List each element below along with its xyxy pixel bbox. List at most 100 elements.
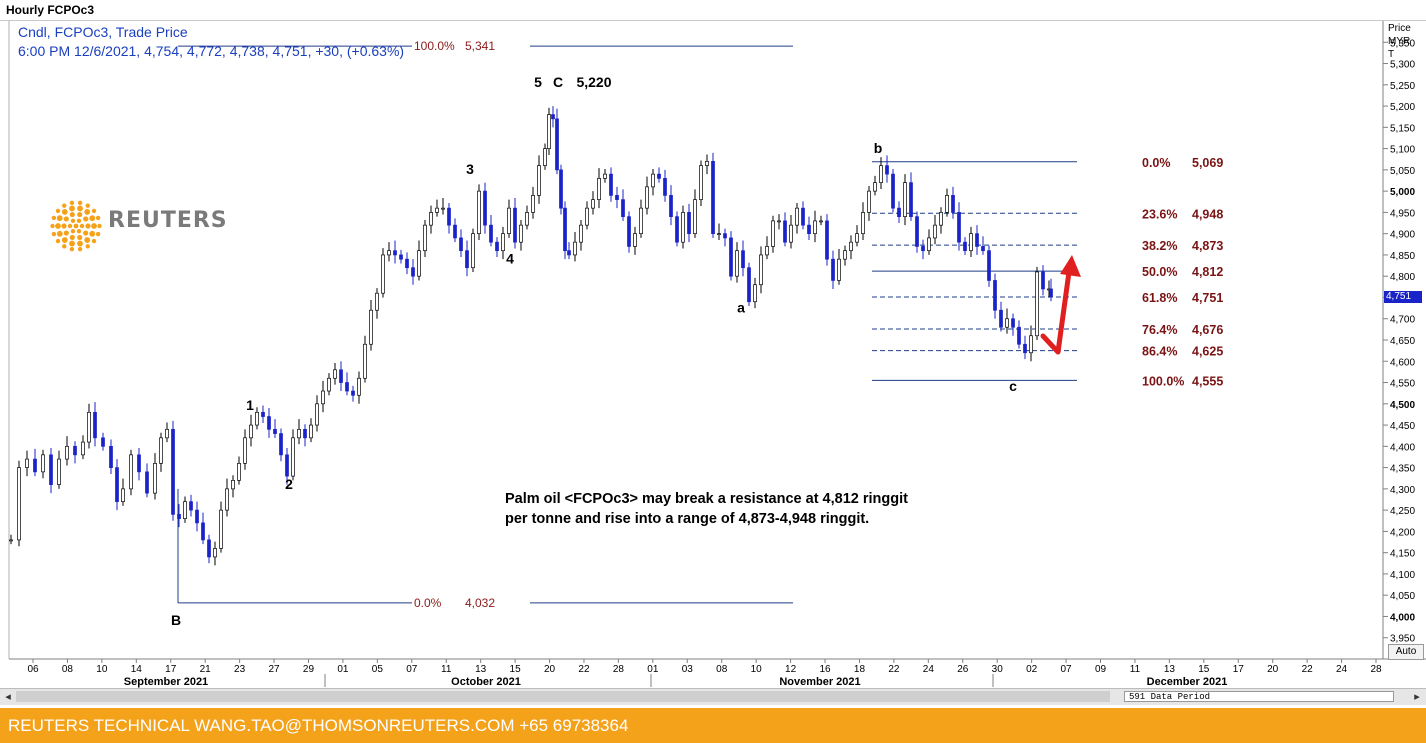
logo-dot bbox=[85, 223, 91, 229]
y-tick-label: 5,300 bbox=[1390, 60, 1415, 71]
candle-body bbox=[1035, 271, 1039, 337]
candle-body bbox=[213, 548, 217, 558]
candle-body bbox=[879, 165, 883, 183]
logo-dot bbox=[61, 237, 68, 243]
candle-body bbox=[621, 199, 625, 218]
candle-body bbox=[273, 428, 277, 434]
candle-body bbox=[249, 424, 253, 439]
candle-body bbox=[507, 207, 511, 235]
candle-body bbox=[145, 471, 149, 494]
candle-body bbox=[547, 114, 551, 149]
y-tick-label: 4,000 bbox=[1390, 612, 1415, 623]
candle-body bbox=[843, 250, 847, 260]
candle-body bbox=[885, 165, 889, 175]
candle-body bbox=[573, 241, 577, 256]
candle-body bbox=[753, 284, 757, 303]
candle-body bbox=[861, 212, 865, 235]
x-tick-label: 24 bbox=[923, 664, 935, 675]
x-tick-label: 22 bbox=[578, 664, 590, 675]
scroll-left-icon[interactable]: ◂ bbox=[5, 691, 11, 703]
x-tick-label: 26 bbox=[957, 664, 969, 675]
candle-body bbox=[525, 212, 529, 226]
auto-scale-button[interactable]: Auto bbox=[1388, 644, 1424, 660]
candle-body bbox=[177, 514, 181, 519]
scrollbar-thumb[interactable] bbox=[16, 691, 1110, 702]
x-tick-label: 15 bbox=[510, 664, 522, 675]
y-tick-label: 5,100 bbox=[1390, 145, 1415, 156]
candle-body bbox=[405, 258, 409, 269]
candle-body bbox=[585, 207, 589, 226]
candle-body bbox=[663, 178, 667, 196]
wave-label: 1 bbox=[246, 397, 254, 413]
candle-body bbox=[765, 246, 769, 256]
y-tick-label: 3,950 bbox=[1390, 634, 1415, 645]
candle-body bbox=[285, 454, 289, 477]
candle-body bbox=[559, 169, 563, 209]
y-tick-label: 4,650 bbox=[1390, 336, 1415, 347]
fib-major-label-bg bbox=[412, 39, 530, 54]
candle-body bbox=[819, 220, 823, 223]
red-arrow-icon bbox=[1040, 269, 1072, 355]
candle-body bbox=[987, 250, 991, 281]
fib-minor-value: 4,873 bbox=[1192, 239, 1223, 253]
x-tick-label: 24 bbox=[1336, 664, 1348, 675]
x-month-label: September 2021 bbox=[124, 676, 208, 688]
candle-body bbox=[609, 173, 613, 196]
candle-body bbox=[57, 458, 61, 485]
candle-body bbox=[999, 309, 1003, 328]
logo-dot bbox=[77, 200, 83, 206]
candle-body bbox=[423, 224, 427, 252]
fib-minor-pct: 86.4% bbox=[1142, 345, 1177, 359]
y-tick-label: 5,250 bbox=[1390, 81, 1415, 92]
y-tick-label: 4,500 bbox=[1390, 400, 1415, 411]
x-month-label: December 2021 bbox=[1147, 676, 1228, 688]
reuters-logo: REUTERS bbox=[48, 196, 227, 256]
logo-dot bbox=[83, 230, 89, 236]
candle-body bbox=[801, 207, 805, 226]
candle-body bbox=[591, 199, 595, 209]
fib-major-value: 5,341 bbox=[465, 39, 495, 53]
candle-body bbox=[675, 216, 679, 243]
price-chart[interactable]: 100.0% 5,341 0.0% 4,032 0.0% 5,069 23.6% 4,948… bbox=[0, 0, 1426, 690]
candle-body bbox=[543, 148, 547, 166]
logo-dot bbox=[69, 234, 75, 241]
candle-body bbox=[369, 309, 373, 345]
candle-body bbox=[459, 237, 463, 252]
horizontal-scrollbar[interactable]: ◂ 591 Data Period ▸ bbox=[0, 688, 1426, 705]
x-month-label: November 2021 bbox=[779, 676, 860, 688]
x-tick-label: 12 bbox=[785, 664, 797, 675]
wave-label: c bbox=[1009, 378, 1017, 394]
annotation-line1: Palm oil <FCPOc3> may break a resistance… bbox=[505, 491, 908, 507]
candle-body bbox=[1005, 318, 1009, 328]
candle-body bbox=[873, 182, 877, 192]
fib-minor-value: 5,069 bbox=[1192, 156, 1223, 170]
y-tick-label: 5,000 bbox=[1390, 187, 1415, 198]
candle-body bbox=[681, 212, 685, 243]
logo-dot bbox=[85, 203, 90, 208]
logo-dot bbox=[77, 246, 83, 252]
candle-body bbox=[315, 403, 319, 426]
candle-body bbox=[25, 458, 29, 468]
logo-dot bbox=[77, 205, 83, 212]
scroll-right-icon[interactable]: ▸ bbox=[1414, 691, 1420, 703]
candle-body bbox=[171, 428, 175, 515]
x-tick-label: 21 bbox=[200, 664, 212, 675]
fib-minor-pct: 100.0% bbox=[1142, 374, 1184, 388]
candle-body bbox=[49, 454, 53, 485]
candle-body bbox=[225, 488, 229, 511]
candle-body bbox=[309, 424, 313, 439]
candle-body bbox=[375, 292, 379, 311]
candle-body bbox=[189, 501, 193, 511]
candle-body bbox=[9, 539, 13, 542]
candle-body bbox=[891, 173, 895, 209]
x-tick-label: 20 bbox=[544, 664, 556, 675]
candle-body bbox=[297, 428, 301, 439]
candle-body bbox=[615, 195, 619, 200]
x-tick-label: 17 bbox=[165, 664, 177, 675]
candle-body bbox=[717, 233, 721, 236]
annotation-line2: per tonne and rise into a range of 4,873… bbox=[505, 511, 870, 527]
plot-area[interactable] bbox=[9, 21, 1383, 659]
x-tick-label: 18 bbox=[854, 664, 866, 675]
candle-body bbox=[411, 267, 415, 277]
x-tick-label: 06 bbox=[27, 664, 39, 675]
